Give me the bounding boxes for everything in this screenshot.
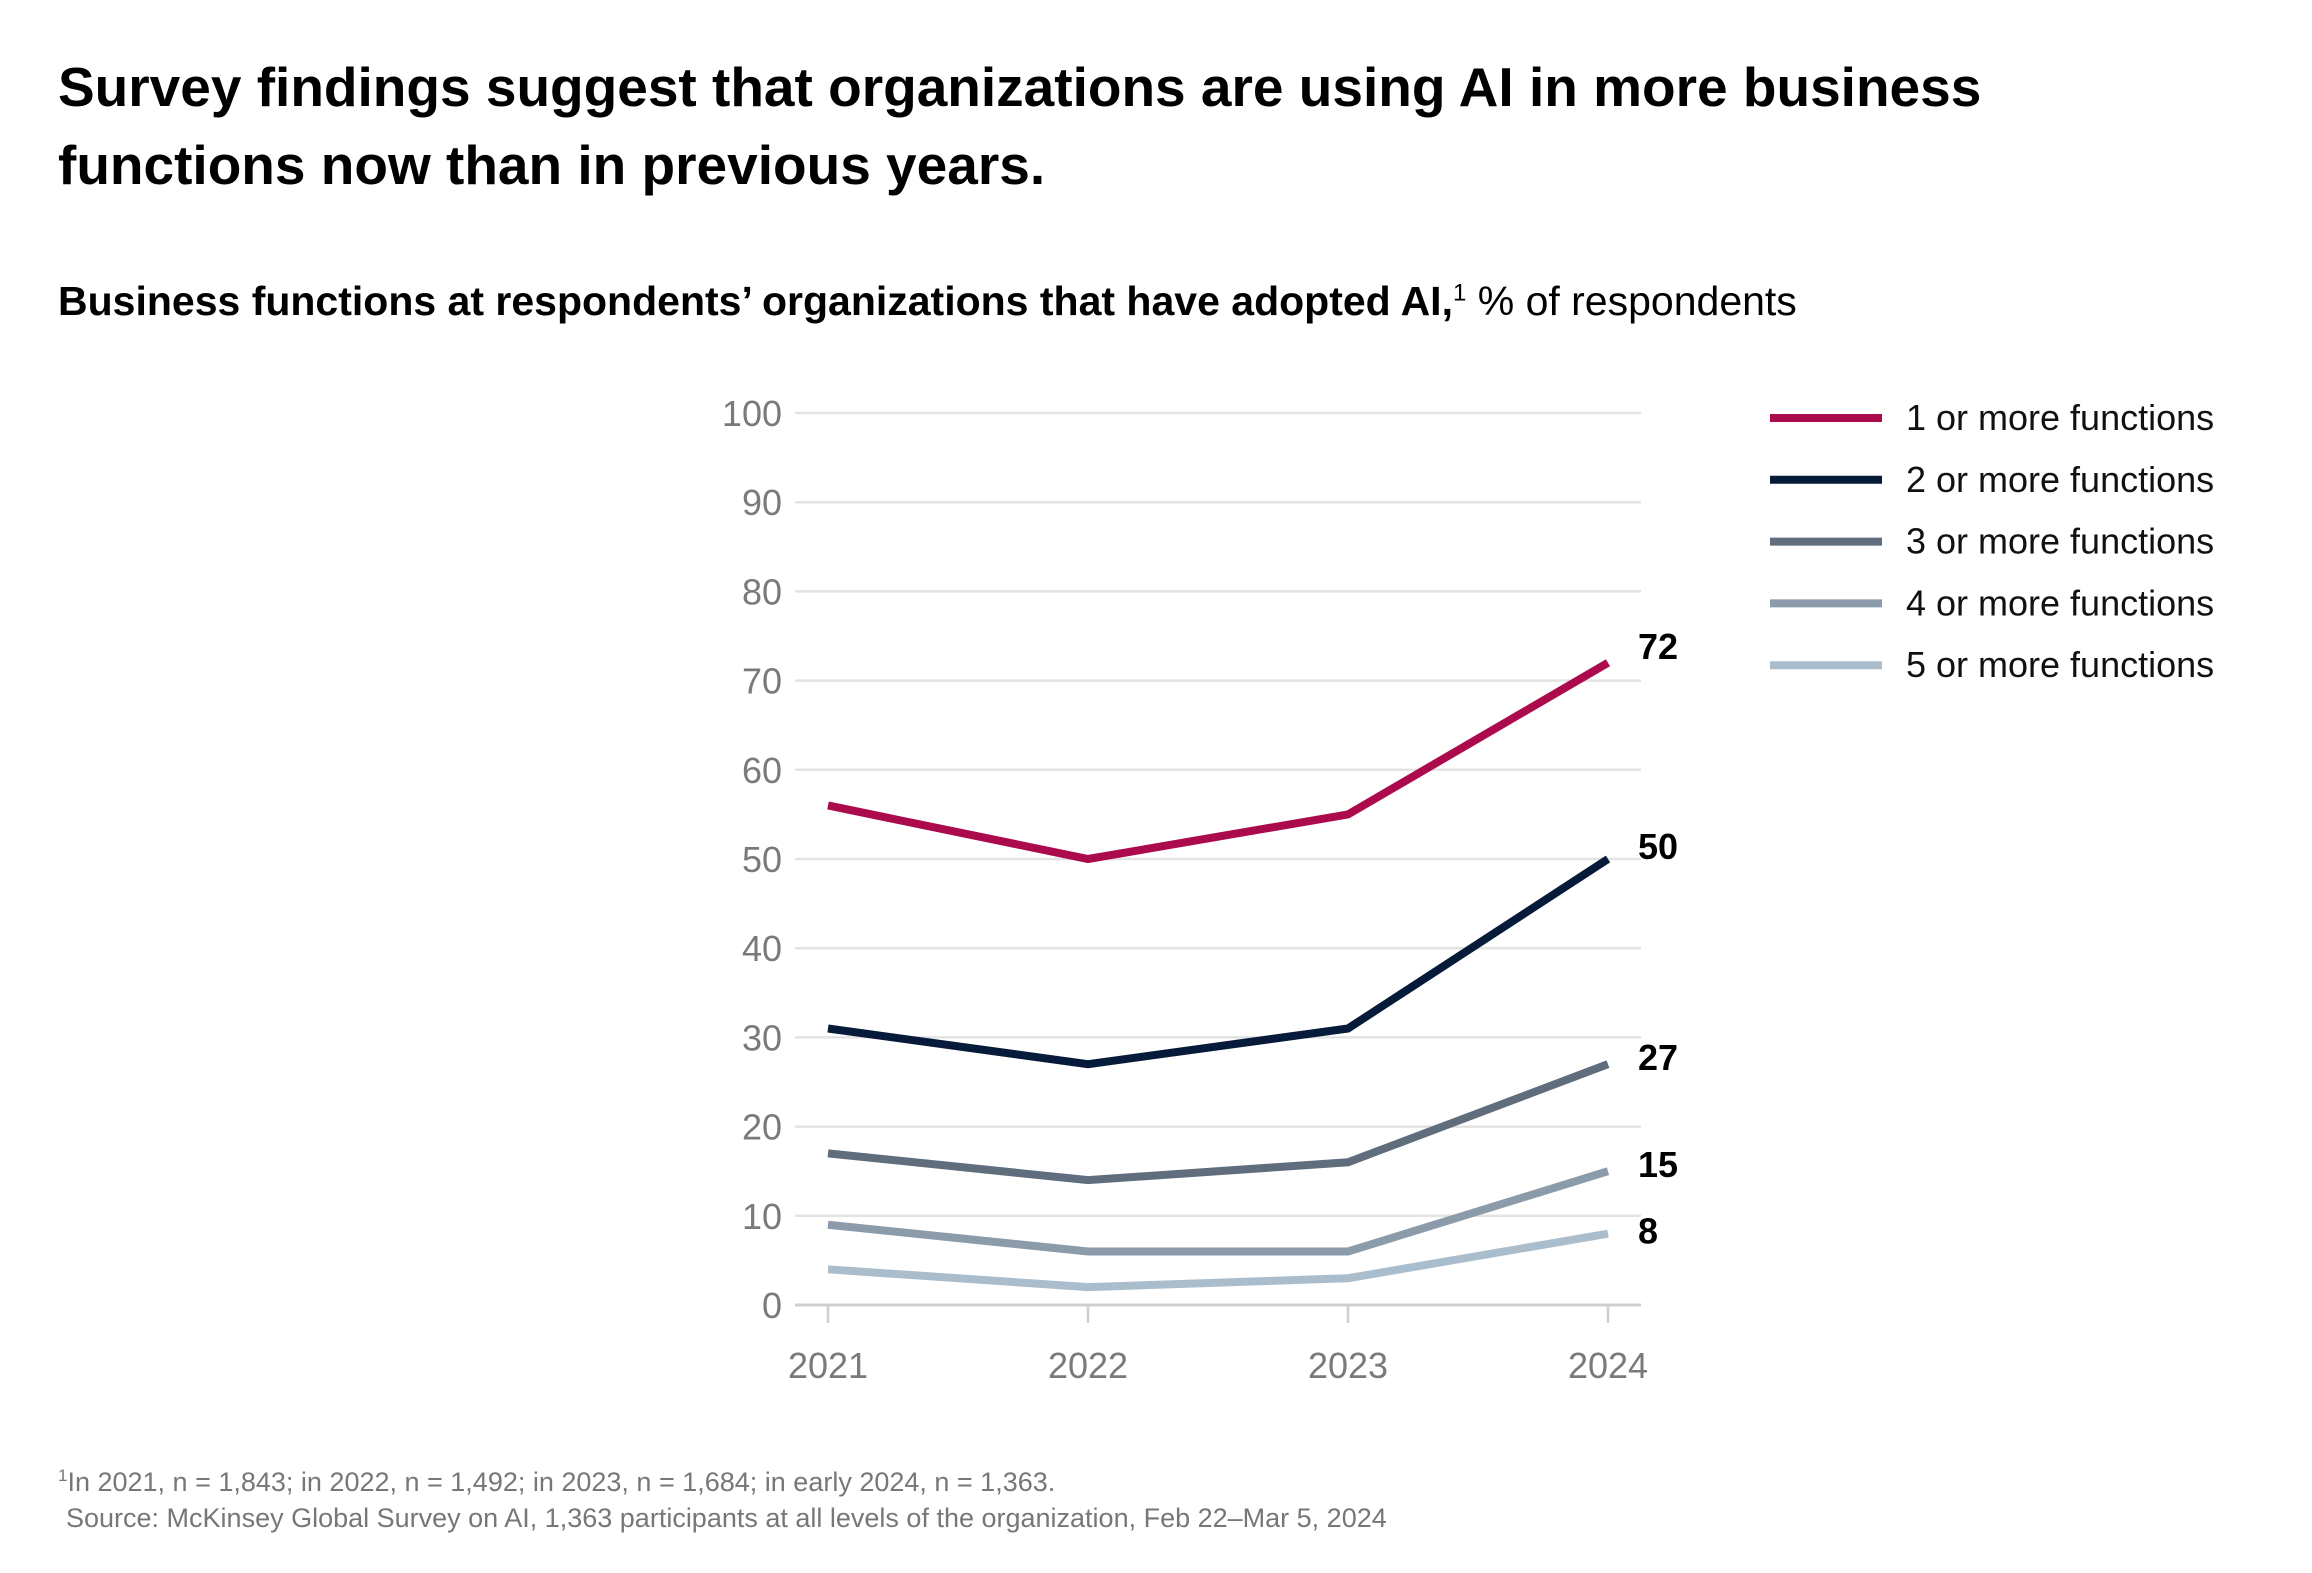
series-line — [827, 1060, 1610, 1185]
footnote-text: In 2021, n = 1,843; in 2022, n = 1,492; … — [67, 1467, 1056, 1497]
legend-label: 1 or more functions — [1906, 397, 2214, 438]
series-line — [827, 1167, 1610, 1256]
y-tick-label: 40 — [742, 928, 782, 969]
x-tick-label: 2024 — [1568, 1345, 1648, 1386]
end-value-label: 72 — [1638, 626, 1678, 667]
y-tick-label: 10 — [742, 1196, 782, 1237]
end-value-label: 15 — [1638, 1144, 1678, 1185]
legend-label: 3 or more functions — [1906, 521, 2214, 562]
x-tick-label: 2022 — [1048, 1345, 1128, 1386]
subtitle-footnote-marker: 1 — [1452, 279, 1467, 307]
footnote-marker: 1 — [58, 1466, 68, 1485]
subtitle-bold: Business functions at respondents’ organ… — [58, 278, 1453, 324]
y-tick-label: 70 — [742, 661, 782, 702]
subtitle-unit: % of respondents — [1466, 278, 1797, 324]
legend-label: 2 or more functions — [1906, 459, 2214, 500]
end-value-label: 27 — [1638, 1037, 1678, 1078]
series-line — [827, 855, 1611, 1069]
y-tick-label: 80 — [742, 571, 782, 612]
y-tick-label: 50 — [742, 839, 782, 880]
y-tick-label: 90 — [742, 482, 782, 523]
x-tick-label: 2023 — [1308, 1345, 1388, 1386]
end-value-label: 50 — [1638, 826, 1678, 867]
legend-label: 4 or more functions — [1906, 582, 2214, 623]
source-note: Source: McKinsey Global Survey on AI, 1,… — [66, 1503, 1387, 1533]
y-tick-label: 20 — [742, 1107, 782, 1148]
legend-label: 5 or more functions — [1906, 644, 2214, 685]
end-value-label: 8 — [1638, 1211, 1658, 1252]
y-tick-label: 0 — [762, 1285, 782, 1326]
chart-title: Survey findings suggest that organizatio… — [58, 56, 1982, 196]
x-tick-label: 2021 — [788, 1345, 868, 1386]
chart-subtitle: Business functions at respondents’ organ… — [58, 278, 1797, 325]
line-chart: 0 10 20 30 40 50 60 70 80 90 100 2021 2022 2023 2024 72… — [722, 393, 2214, 1386]
series-line — [827, 659, 1611, 864]
y-tick-label: 100 — [722, 393, 782, 434]
footnote: 1In 2021, n = 1,843; in 2022, n = 1,492;… — [58, 1466, 1055, 1498]
series-line — [827, 1229, 1609, 1292]
y-tick-label: 30 — [742, 1017, 782, 1058]
y-tick-label: 60 — [742, 750, 782, 791]
